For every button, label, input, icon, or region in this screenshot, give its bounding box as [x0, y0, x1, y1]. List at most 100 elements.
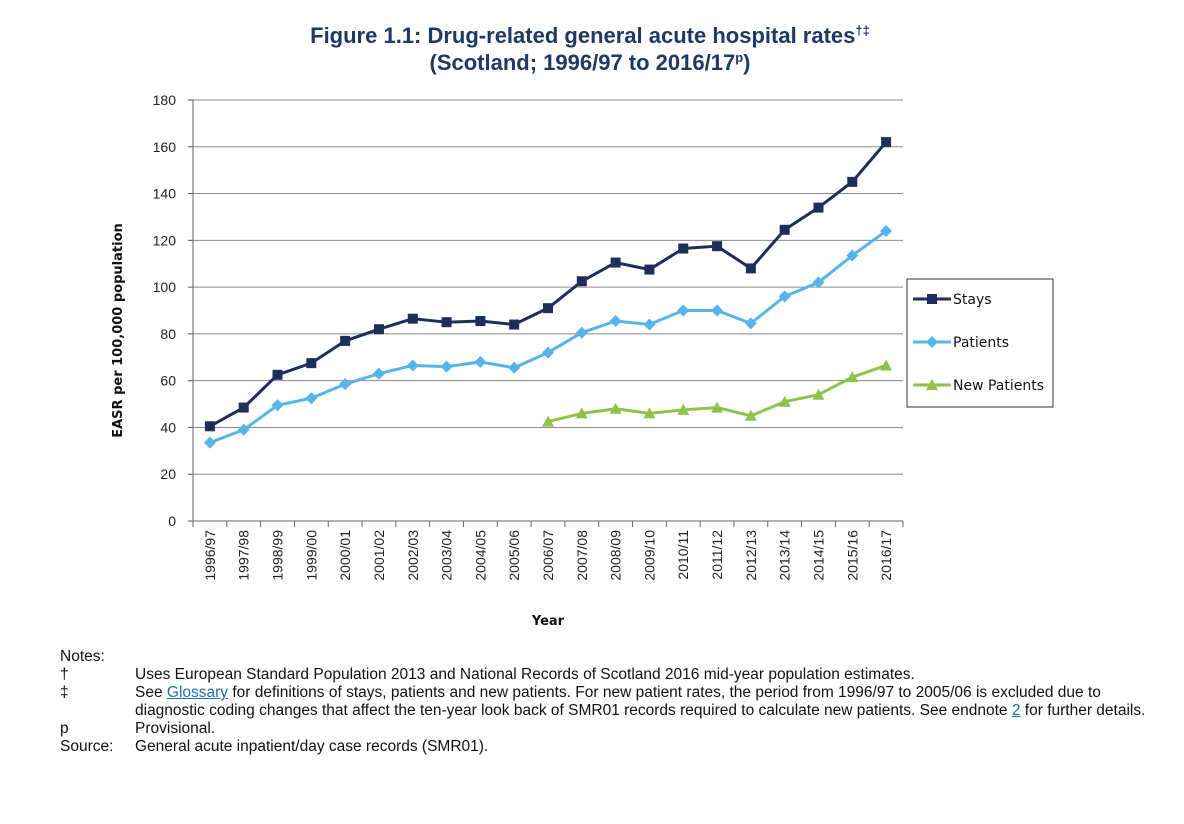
notes-section: Notes: † Uses European Standard Populati… [60, 648, 1160, 756]
x-tick-label: 2012/13 [743, 530, 759, 581]
patients-point [474, 355, 487, 368]
note-text: Provisional. [135, 720, 216, 737]
x-tick-label: 1997/98 [236, 530, 252, 581]
patients-point [575, 326, 588, 339]
stays-point [509, 319, 520, 330]
stays-point [475, 316, 486, 327]
legend-new-patients-marker [926, 379, 938, 390]
patients-point [812, 276, 825, 289]
stays-point [813, 202, 824, 213]
note-text: General acute inpatient/day case records… [135, 738, 489, 755]
x-tick-label: 2015/16 [844, 530, 860, 581]
stays-point [610, 257, 621, 268]
patients-point [440, 360, 453, 373]
new-patients-point [846, 371, 859, 383]
patients-point [508, 361, 521, 374]
chart-title: Figure 1.1: Drug-related general acute h… [230, 22, 950, 76]
patients-point [237, 423, 250, 436]
glossary-link[interactable]: Glossary [166, 684, 229, 701]
stays-point [407, 313, 418, 324]
new-patients-line [547, 364, 887, 424]
stays-line [209, 141, 888, 428]
new-patients-point [744, 409, 757, 421]
note-key: p [60, 720, 69, 737]
note-double-dagger: ‡ See Glossary for definitions of stays,… [60, 684, 1160, 720]
note-provisional: p Provisional. [60, 720, 1160, 738]
legend-patients-marker [926, 336, 938, 348]
stays-point [644, 264, 655, 275]
x-tick-label: 2006/07 [540, 530, 556, 581]
y-tick-label: 180 [153, 92, 177, 108]
new-patients-point [542, 415, 554, 427]
patients-point [372, 367, 385, 380]
x-tick-label: 2016/17 [878, 530, 894, 581]
y-tick-label: 160 [153, 139, 177, 155]
y-tick-label: 20 [160, 466, 176, 482]
x-tick-label: 2009/10 [641, 530, 657, 581]
note-key: Source: [60, 738, 114, 755]
new-patients-point [711, 401, 724, 413]
legend-patients-label: Patients [953, 335, 1009, 351]
note-key: † [60, 666, 69, 683]
y-tick-label: 80 [160, 326, 176, 342]
stays-point [881, 137, 892, 148]
endnote-2-link[interactable]: 2 [1011, 702, 1021, 719]
patients-point [643, 318, 656, 331]
stays-point [543, 303, 553, 314]
notes-heading: Notes: [60, 648, 105, 665]
new-patients-point [609, 402, 622, 414]
chart-title-line2: (Scotland; 1996/97 to 2016/17p) [429, 50, 751, 75]
patients-point [744, 317, 757, 330]
x-tick-label: 1998/99 [270, 530, 286, 581]
x-tick-label: 1996/97 [202, 530, 218, 581]
x-tick-label: 2008/09 [608, 530, 624, 581]
x-tick-label: 2010/11 [675, 530, 691, 580]
new-patients-point [643, 407, 656, 419]
title-footnote-marks: †‡ [855, 23, 870, 38]
x-tick-label: 2000/01 [337, 530, 353, 581]
legend-stays-label: Stays [953, 292, 992, 308]
legend-new-patients-label: New Patients [953, 378, 1044, 394]
title-provisional-mark: p [735, 50, 744, 65]
note-text: See Glossary for definitions of stays, p… [135, 684, 1146, 719]
y-tick-label: 60 [160, 373, 176, 389]
y-tick-label: 0 [168, 513, 176, 529]
x-tick-label: 2002/03 [405, 530, 421, 581]
y-axis-title: EASR per 100,000 population [111, 223, 126, 438]
x-tick-label: 2001/02 [371, 530, 387, 581]
line-chart: 0 20 40 60 80 100 120 140 160 180 1996/97 1997/98 19… [111, 92, 1054, 629]
new-patients-point [880, 359, 893, 371]
stays-point [272, 369, 283, 380]
stays-point [373, 324, 384, 335]
patients-point [406, 359, 419, 372]
stays-point [745, 263, 756, 274]
stays-point [576, 276, 587, 287]
patients-point [203, 436, 216, 449]
stays-point [678, 243, 689, 254]
new-patients-point [812, 388, 825, 400]
x-tick-label: 1999/00 [303, 530, 319, 581]
x-tick-label: 2004/05 [472, 530, 488, 581]
new-patients-point [778, 395, 791, 407]
x-tick-label: 2007/08 [574, 530, 590, 581]
patients-point [846, 249, 859, 262]
note-text: Uses European Standard Population 2013 a… [135, 666, 915, 683]
x-tick-label: 2005/06 [506, 530, 522, 581]
new-patients-point [677, 403, 690, 415]
stays-point [204, 421, 215, 432]
stays-point [340, 335, 351, 346]
patients-point [880, 224, 893, 237]
legend-stays-marker [927, 294, 937, 304]
x-tick-label: 2011/12 [709, 530, 725, 580]
x-tick-label: 2014/15 [810, 530, 826, 581]
x-axis-title: Year [531, 614, 565, 629]
stays-point [712, 241, 723, 252]
stays-point [238, 402, 249, 413]
patients-point [271, 399, 284, 412]
stays-point [847, 176, 858, 187]
y-tick-label: 40 [160, 419, 176, 435]
y-tick-label: 140 [153, 186, 177, 202]
stays-point [306, 358, 317, 369]
stays-point [441, 317, 452, 328]
patients-point [542, 346, 554, 359]
